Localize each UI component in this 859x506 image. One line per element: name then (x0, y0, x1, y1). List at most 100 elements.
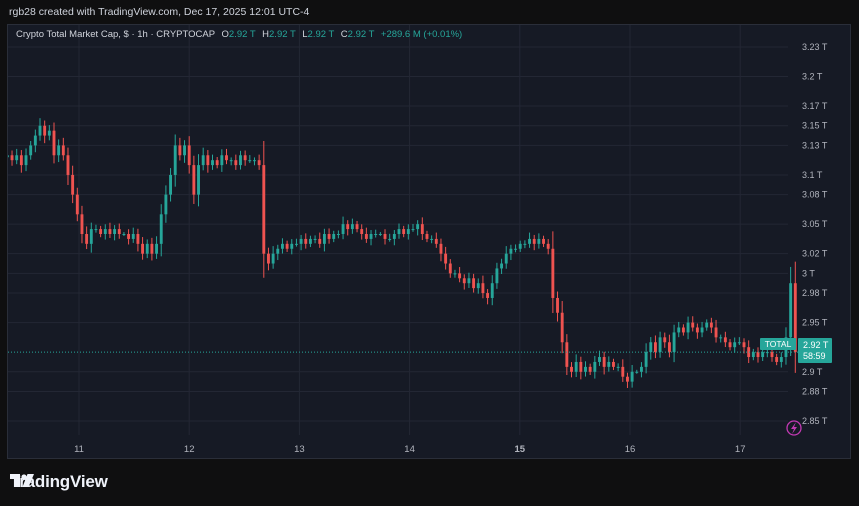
candle-body (248, 160, 252, 162)
candle (66, 147, 70, 185)
candle (742, 338, 746, 354)
candle (612, 358, 615, 371)
grid-lines (8, 25, 788, 435)
candle-body (528, 238, 531, 244)
candle (574, 354, 578, 378)
candle-body (234, 160, 238, 166)
candle-body (276, 248, 280, 254)
candle-body (38, 125, 42, 136)
candle (728, 339, 732, 351)
candlestick-chart[interactable]: 3.23 T 3.2 T 3.17 T 3.15 T 3.13 T 3.1 T 3.08 T… (8, 25, 851, 459)
candle (542, 235, 545, 248)
candle-body (756, 352, 760, 358)
price-tick-label: 2.95 T (802, 318, 828, 328)
candle-body (8, 155, 9, 158)
candle-body (467, 278, 471, 284)
candle-body (402, 229, 406, 234)
candle (695, 323, 699, 339)
candle-body (532, 238, 536, 244)
candle-body (183, 145, 186, 156)
candle-body (225, 155, 228, 161)
candle-body (723, 337, 727, 343)
candle (635, 369, 639, 374)
candle-body (159, 214, 163, 244)
candle-body (15, 155, 19, 161)
candle-body (486, 293, 490, 298)
candle (155, 236, 159, 259)
candle-body (448, 263, 452, 274)
candle-body (737, 342, 741, 344)
candle-body (145, 243, 149, 254)
candle (588, 363, 592, 375)
candle-body (290, 243, 294, 249)
candle-body (369, 234, 373, 239)
candle (201, 147, 205, 171)
candle-body (71, 174, 75, 195)
candle (248, 155, 252, 163)
candle (504, 246, 508, 269)
candle-body (374, 234, 378, 235)
candle-body (751, 352, 755, 358)
candle (546, 239, 550, 255)
price-tick-label: 3.23 T (802, 42, 828, 52)
candle (290, 239, 294, 255)
candle (159, 204, 163, 257)
candle-body (709, 322, 713, 328)
price-tick-label: 3.1 T (802, 170, 823, 180)
candle-body (574, 361, 578, 372)
candle (299, 234, 303, 251)
open-value: 2.92 T (228, 29, 256, 40)
candle (24, 148, 28, 172)
candle (607, 356, 611, 372)
brand-logo[interactable]: TradingView (10, 472, 108, 492)
candle (173, 134, 177, 187)
candle-body (89, 229, 93, 244)
candle (537, 233, 541, 249)
candle (495, 262, 499, 289)
price-tick-label: 3.2 T (802, 72, 823, 82)
candle (19, 150, 23, 173)
candle-body (299, 238, 303, 244)
candle (523, 240, 527, 249)
candle (332, 230, 336, 243)
candle (281, 238, 284, 254)
candle (169, 168, 172, 202)
candle (388, 233, 392, 242)
candle-body (490, 283, 494, 298)
candle-body (500, 263, 504, 269)
candle-body (43, 125, 47, 136)
candle-body (397, 229, 401, 234)
candle-body (630, 371, 634, 382)
candle (458, 267, 462, 283)
chart-frame[interactable]: Crypto Total Market Cap, $ · 1h · CRYPTO… (7, 24, 851, 459)
candle (616, 363, 620, 372)
candle (89, 222, 93, 253)
close-value: 2.92 T (347, 29, 375, 40)
candle (663, 332, 667, 348)
candle-body (444, 253, 448, 264)
candle-body (313, 238, 317, 240)
candle-body (565, 342, 569, 367)
candle (719, 334, 723, 343)
candle (518, 240, 522, 252)
candle (434, 232, 438, 248)
candle-body (514, 248, 518, 250)
candle-body (318, 238, 322, 244)
candle-body (649, 342, 653, 353)
candle (691, 316, 695, 332)
candle (336, 230, 340, 239)
candle-body (117, 229, 121, 234)
candle (528, 232, 531, 248)
candle (127, 229, 131, 245)
lightning-icon[interactable] (786, 420, 802, 436)
candle (239, 150, 242, 170)
candle-body (667, 342, 671, 353)
symbol-name[interactable]: Crypto Total Market Cap, $ · 1h · CRYPTO… (16, 29, 215, 40)
candle-body (434, 238, 438, 244)
candle (257, 154, 261, 170)
candle (705, 319, 709, 331)
candle-body (653, 342, 657, 353)
price-tick-label: 2.98 T (802, 288, 828, 298)
candle-body (285, 243, 289, 249)
candle-body (29, 145, 33, 156)
